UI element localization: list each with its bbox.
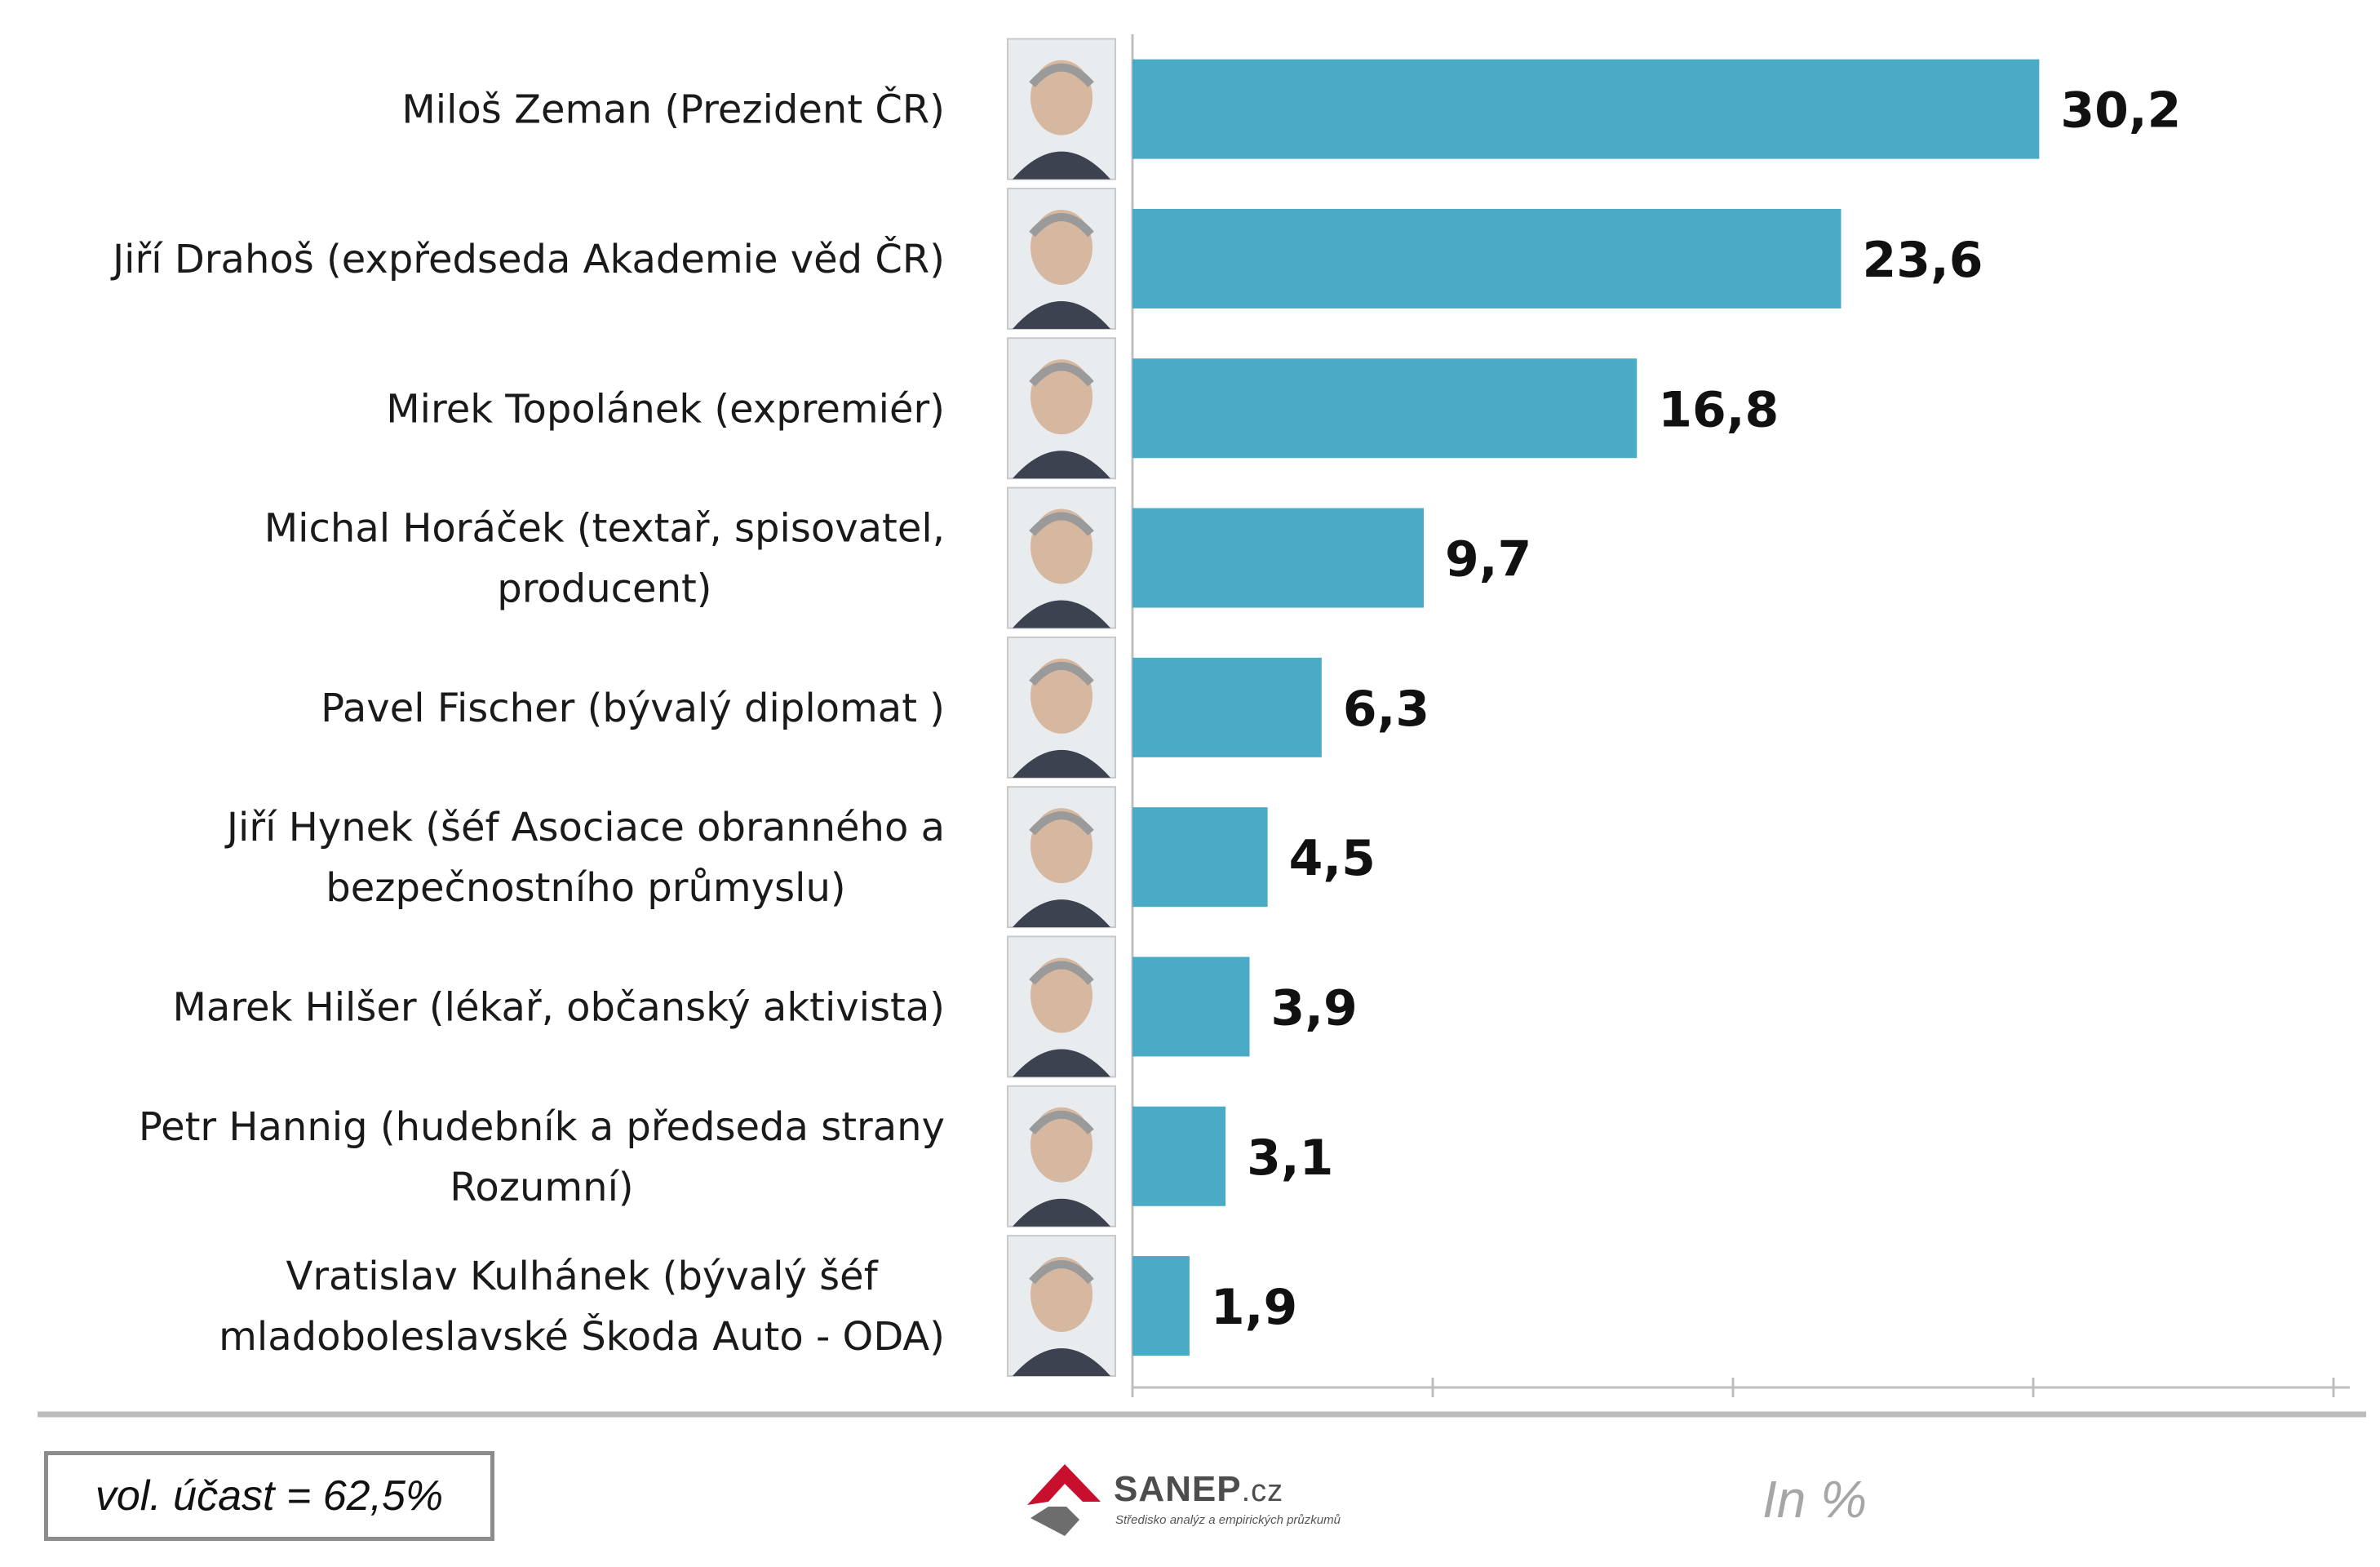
candidate-portrait [1007,935,1116,1078]
candidate-portrait [1007,187,1116,330]
bar [1132,957,1250,1057]
bar [1132,657,1322,757]
bar-row: 16,8 Mirek Topolánek (expremiér) [386,337,1779,480]
category-label: Petr Hannig (hudebník a předseda strany R… [139,1104,945,1210]
value-label: 30,2 [2060,82,2181,140]
bar [1132,1256,1190,1356]
bar-row: 23,6 Jiří Drahoš (expředseda Akademie věd… [110,187,1983,330]
candidate-portrait [1007,1235,1116,1378]
category-label: Jiří Hynek (šéf Asociace obranného a bezp… [224,805,945,911]
candidate-portrait [1007,337,1116,480]
value-label: 9,7 [1445,531,1531,588]
candidate-portrait [1007,486,1116,629]
turnout-box: vol. účast = 62,5% [44,1451,494,1541]
candidate-portrait [1007,38,1116,180]
value-label: 6,3 [1343,681,1429,738]
category-label: Jiří Drahoš (expředseda Akademie věd ČR) [110,236,945,282]
category-label: Vratislav Kulhánek (bývalý šéf mladoboles… [219,1254,945,1360]
turnout-text: vol. účast = 62,5% [95,1472,444,1520]
bar-row: 3,9 Marek Hilšer (lékař, občanský aktivis… [173,935,1358,1078]
value-label: 23,6 [1862,232,1983,289]
bar-row: 30,2 Miloš Zeman (Prezident ČR) [401,38,2181,180]
bar [1132,508,1424,608]
bar [1132,358,1638,459]
category-label: Pavel Fischer (bývalý diplomat ) [321,686,945,731]
category-label: Michal Horáček (textař, spisovatel, produ… [264,506,945,612]
bar [1132,208,1842,309]
bar-row: 1,9 Vratislav Kulhánek (bývalý šéf mladobo… [219,1235,1297,1378]
category-label: Miloš Zeman (Prezident ČR) [401,87,945,133]
value-label: 4,5 [1289,830,1376,887]
bar [1132,807,1268,908]
bar-row: 3,1 Petr Hannig (hudebník a předseda stra… [139,1085,1333,1227]
value-label: 3,1 [1247,1130,1333,1187]
logo-tagline: Středisko analýz a empirických průzkumů [1115,1513,1341,1527]
bar-row: 6,3 Pavel Fischer (bývalý diplomat ) [321,636,1429,779]
units-label: In % [1762,1470,1868,1529]
value-label: 3,9 [1271,979,1358,1037]
value-label: 16,8 [1658,381,1779,438]
candidate-portrait [1007,786,1116,929]
bar [1132,59,2040,159]
category-label: Mirek Topolánek (expremiér) [386,386,945,432]
x-axis-ticks [1131,1378,2335,1397]
bar [1132,1106,1226,1206]
candidate-portrait [1007,1085,1116,1227]
sanep-logo: SANEP.cz Středisko analýz a empirických … [1016,1453,1407,1551]
value-label: 1,9 [1211,1279,1297,1336]
category-label: Marek Hilšer (lékař, občanský aktivista) [173,984,946,1030]
bar-row: 9,7 Michal Horáček (textař, spisovatel, pr… [264,486,1531,629]
bar-rows: 30,2 Miloš Zeman (Prezident ČR) 23,6 Jiří D… [110,38,2181,1378]
logo-name: SANEP.cz [1114,1469,1284,1509]
sanep-logo-mark [1027,1464,1101,1536]
candidate-portrait [1007,636,1116,779]
